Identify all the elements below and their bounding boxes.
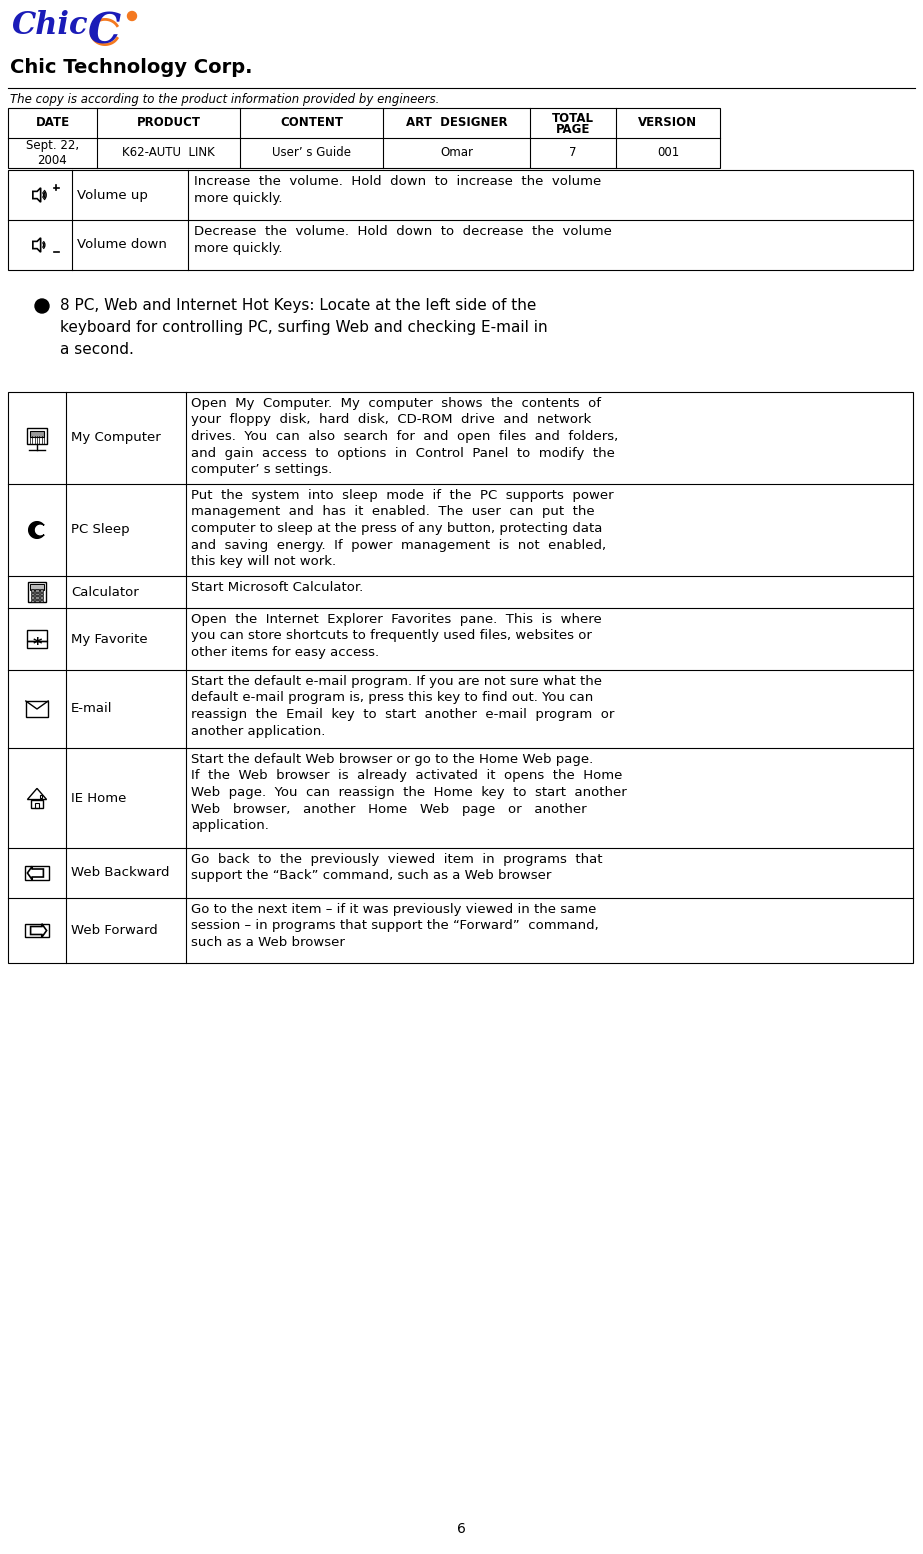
Text: PRODUCT: PRODUCT <box>137 117 200 129</box>
Text: Start the default e-mail program. If you are not sure what the
default e-mail pr: Start the default e-mail program. If you… <box>191 674 615 738</box>
Bar <box>30 432 44 437</box>
Text: 001: 001 <box>657 146 679 160</box>
Bar <box>25 923 49 937</box>
Text: Open  My  Computer.  My  computer  shows  the  contents  of
your  floppy  disk, : Open My Computer. My computer shows the … <box>191 396 618 476</box>
Bar <box>31 600 34 603</box>
Text: Volume up: Volume up <box>77 188 148 202</box>
Bar <box>27 429 47 443</box>
Text: User’ s Guide: User’ s Guide <box>272 146 351 160</box>
Bar <box>35 597 39 598</box>
Text: Sept. 22,
2004: Sept. 22, 2004 <box>26 138 79 166</box>
Circle shape <box>127 11 137 20</box>
Text: PC Sleep: PC Sleep <box>71 524 129 536</box>
Text: E-mail: E-mail <box>71 702 113 715</box>
Text: a second.: a second. <box>60 342 134 357</box>
Text: Web Forward: Web Forward <box>71 925 158 937</box>
Bar <box>30 584 43 591</box>
Text: Chic Technology Corp.: Chic Technology Corp. <box>10 57 253 78</box>
Text: CONTENT: CONTENT <box>280 117 343 129</box>
Text: IE Home: IE Home <box>71 791 126 805</box>
Text: K62-AUTU  LINK: K62-AUTU LINK <box>122 146 215 160</box>
Bar <box>40 597 42 598</box>
Text: Start the default Web browser or go to the Home Web page.
If  the  Web  browser : Start the default Web browser or go to t… <box>191 754 627 831</box>
Text: DATE: DATE <box>35 117 69 129</box>
Bar <box>31 597 34 598</box>
Text: VERSION: VERSION <box>639 117 698 129</box>
Text: 8 PC, Web and Internet Hot Keys: Locate at the left side of the: 8 PC, Web and Internet Hot Keys: Locate … <box>60 298 536 312</box>
Text: C: C <box>88 9 121 51</box>
Bar <box>31 592 34 595</box>
Bar <box>35 589 39 592</box>
Text: *: * <box>32 636 42 654</box>
Bar <box>40 600 42 603</box>
Text: My Computer: My Computer <box>71 432 161 444</box>
Bar <box>8 107 720 168</box>
Text: keyboard for controlling PC, surfing Web and checking E-mail in: keyboard for controlling PC, surfing Web… <box>60 320 547 336</box>
Text: Go to the next item – if it was previously viewed in the same
session – in progr: Go to the next item – if it was previous… <box>191 903 599 949</box>
Bar <box>8 392 913 963</box>
Bar <box>40 794 42 799</box>
Text: 6: 6 <box>457 1521 466 1535</box>
Bar <box>35 592 39 595</box>
Text: ART  DESIGNER: ART DESIGNER <box>406 117 508 129</box>
Text: My Favorite: My Favorite <box>71 632 148 645</box>
Text: TOTAL: TOTAL <box>552 112 594 124</box>
Text: Start Microsoft Calculator.: Start Microsoft Calculator. <box>191 581 364 594</box>
Circle shape <box>35 298 49 312</box>
Text: Put  the  system  into  sleep  mode  if  the  PC  supports  power
management  an: Put the system into sleep mode if the PC… <box>191 490 614 569</box>
Bar <box>30 800 43 808</box>
Text: Web Backward: Web Backward <box>71 867 170 880</box>
Text: PAGE: PAGE <box>556 123 590 137</box>
Bar <box>8 169 913 270</box>
Bar <box>25 866 49 880</box>
Text: 7: 7 <box>569 146 577 160</box>
Bar <box>29 583 46 601</box>
Text: Chic: Chic <box>12 9 89 40</box>
Text: The copy is according to the product information provided by engineers.: The copy is according to the product inf… <box>10 93 439 106</box>
Bar <box>35 600 39 603</box>
Bar <box>26 701 48 716</box>
Bar <box>40 589 42 592</box>
Text: Increase  the  volume.  Hold  down  to  increase  the  volume
more quickly.: Increase the volume. Hold down to increa… <box>194 176 601 205</box>
Bar <box>40 592 42 595</box>
Text: Volume down: Volume down <box>77 238 167 252</box>
Text: Open  the  Internet  Explorer  Favorites  pane.  This  is  where
you can store s: Open the Internet Explorer Favorites pan… <box>191 612 602 659</box>
Text: Calculator: Calculator <box>71 586 138 598</box>
Text: Decrease  the  volume.  Hold  down  to  decrease  the  volume
more quickly.: Decrease the volume. Hold down to decrea… <box>194 225 612 255</box>
Bar <box>35 803 40 808</box>
Text: Go  back  to  the  previously  viewed  item  in  programs  that
support the “Bac: Go back to the previously viewed item in… <box>191 853 603 883</box>
Bar <box>31 589 34 592</box>
Text: Omar: Omar <box>440 146 473 160</box>
Polygon shape <box>29 522 44 538</box>
